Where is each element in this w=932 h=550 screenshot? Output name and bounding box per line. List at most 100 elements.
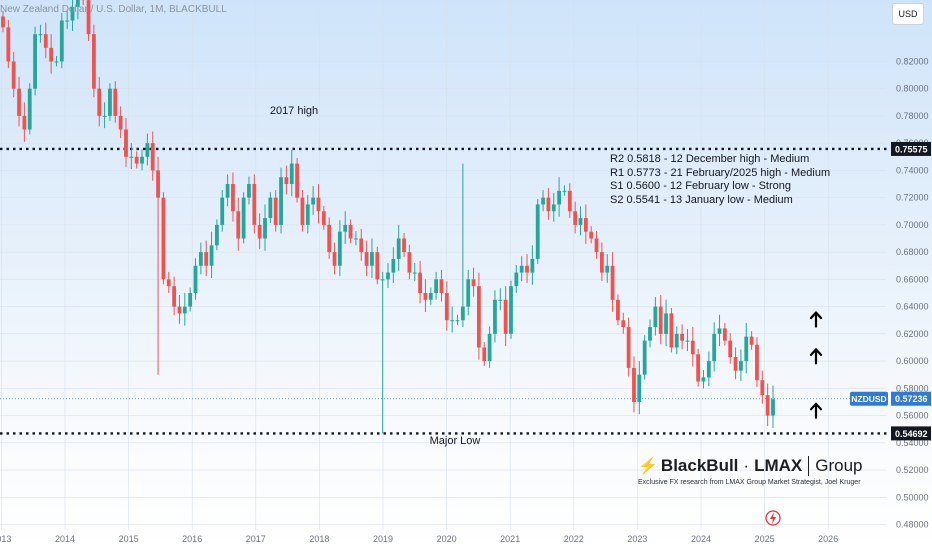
- candle-body: [749, 336, 754, 345]
- candle-body: [300, 197, 305, 225]
- candle-body: [696, 354, 701, 382]
- candle-body: [214, 224, 219, 246]
- candle-body: [439, 279, 444, 293]
- candle-body: [124, 129, 128, 157]
- candle-body: [583, 218, 588, 232]
- y-tick-label: 0.54000: [896, 438, 929, 448]
- note-s1: S1 0.5600 - 12 February low - Strong: [610, 180, 791, 192]
- candle-body: [86, 0, 91, 35]
- x-tick-label: 2016: [182, 534, 202, 544]
- candle-body: [412, 272, 417, 274]
- x-tick-label: 2014: [55, 534, 75, 544]
- candle-body: [530, 258, 535, 273]
- candle-body: [172, 286, 177, 307]
- candle-body: [129, 156, 134, 158]
- candle-body: [391, 258, 396, 273]
- levels-notes: R2 0.5818 - 12 December high - Medium R1…: [610, 153, 830, 207]
- candle-body: [685, 340, 690, 342]
- candle-body: [252, 184, 257, 225]
- candle-body: [27, 88, 32, 130]
- candle-body: [204, 252, 209, 266]
- level-price-label: 0.75575: [895, 144, 928, 154]
- candle-body: [327, 224, 332, 253]
- candle-body: [289, 163, 294, 185]
- candle-body: [6, 27, 11, 62]
- candle-body: [375, 252, 380, 280]
- candle-body: [337, 231, 342, 266]
- candle-body: [198, 252, 203, 266]
- candle-body: [471, 279, 476, 287]
- price-axis[interactable]: 0.820000.800000.780000.760000.740000.720…: [850, 56, 931, 530]
- x-tick-label: 2015: [119, 534, 139, 544]
- candle-body: [33, 34, 37, 89]
- x-tick-label: 2022: [564, 534, 584, 544]
- replay-icon[interactable]: [765, 510, 781, 526]
- candle-body: [70, 6, 75, 21]
- candle-body: [653, 306, 658, 328]
- high-label: 2017 high: [270, 105, 318, 117]
- candle-body: [97, 88, 102, 116]
- candle-body: [578, 218, 583, 225]
- candle-body: [455, 320, 460, 322]
- candle-body: [444, 292, 449, 321]
- up-arrow-icon: [809, 348, 823, 365]
- y-tick-label: 0.58000: [896, 383, 929, 393]
- candle-body: [268, 197, 273, 219]
- candle-body: [407, 252, 412, 273]
- x-tick-label: 2020: [437, 534, 457, 544]
- candle-body: [599, 252, 604, 273]
- time-axis[interactable]: 2013 2014 2015 2016 2017 2018 2019 2020 2021 2022…: [0, 534, 838, 544]
- candle-body: [65, 20, 70, 22]
- candle-body: [166, 279, 171, 287]
- candle-body: [771, 399, 775, 416]
- candle-body: [402, 238, 406, 253]
- candle-body: [423, 292, 428, 300]
- candlestick-series: [1, 0, 775, 434]
- candle-body: [765, 395, 770, 416]
- candle-body: [525, 265, 529, 273]
- candle-body: [755, 344, 759, 381]
- candle-body: [108, 88, 112, 116]
- candle-body: [428, 292, 433, 300]
- candle-body: [54, 61, 59, 63]
- candle-body: [17, 88, 21, 116]
- candle-body: [744, 336, 749, 362]
- candle-body: [49, 47, 54, 62]
- candle-body: [648, 327, 652, 341]
- y-tick-label: 0.80000: [896, 84, 929, 94]
- symbol-info: New Zealand Dollar / U.S. Dollar, 1M, BL…: [0, 4, 227, 15]
- y-tick-label: 0.56000: [896, 411, 929, 421]
- brand-logo: ⚡ BlackBull · LMAX Group: [638, 455, 863, 477]
- candle-body: [102, 115, 107, 117]
- candle-body: [316, 197, 321, 212]
- candle-body: [284, 177, 289, 185]
- candle-body: [396, 238, 401, 259]
- x-tick-label: 2023: [627, 534, 647, 544]
- candle-body: [161, 197, 166, 280]
- grid-lines: [0, 0, 886, 530]
- up-arrow-icon: [809, 311, 823, 328]
- candle-body: [134, 156, 139, 164]
- candle-body: [722, 328, 727, 341]
- candle-body: [610, 265, 615, 300]
- candle-body: [22, 115, 27, 130]
- candle-body: [712, 333, 717, 362]
- y-tick-label: 0.60000: [896, 356, 929, 366]
- level-price-tag: [891, 141, 931, 156]
- candle-body: [637, 374, 642, 402]
- candle-body: [701, 377, 706, 382]
- currency-button[interactable]: USD: [892, 3, 924, 25]
- candle-body: [359, 238, 364, 253]
- candle-body: [247, 184, 251, 198]
- candle-body: [535, 204, 540, 259]
- candle-body: [343, 224, 348, 232]
- y-tick-label: 0.68000: [896, 247, 929, 257]
- candle-body: [295, 163, 299, 198]
- candle-body: [669, 313, 674, 348]
- candle-body: [616, 299, 620, 321]
- candle-body: [311, 197, 316, 205]
- x-tick-label: 2025: [755, 534, 775, 544]
- candle-body: [450, 320, 455, 322]
- candle-body: [626, 327, 631, 368]
